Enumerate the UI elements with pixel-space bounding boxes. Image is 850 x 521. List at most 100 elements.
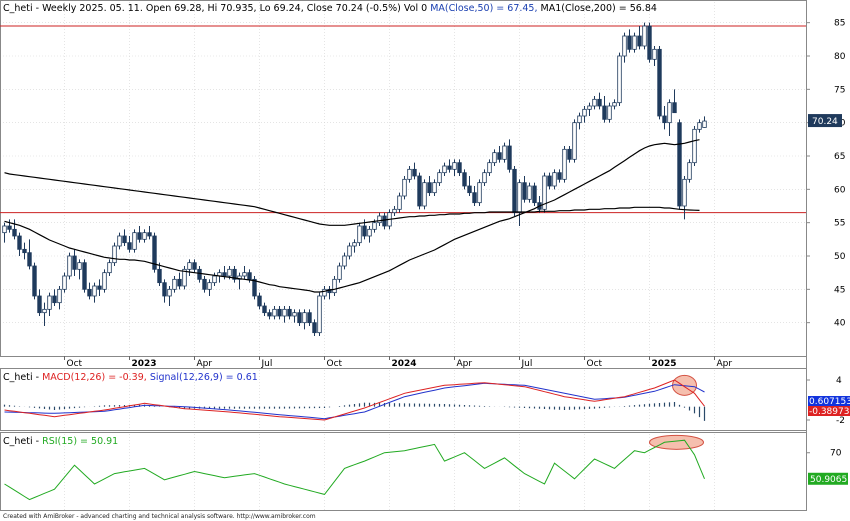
candle-body — [7, 225, 12, 230]
candle-body — [12, 228, 17, 237]
candle-body — [252, 278, 257, 297]
candle-body — [687, 162, 692, 180]
candle-body — [42, 308, 47, 314]
candle-body — [197, 268, 202, 280]
candle-body — [572, 122, 577, 160]
date-tick-label: 2025 — [652, 359, 677, 369]
candle-body — [137, 232, 142, 240]
candle-body — [607, 105, 612, 120]
candle-body — [177, 278, 182, 287]
candle-body — [337, 265, 342, 280]
grid — [0, 2, 806, 510]
candle-body — [497, 152, 502, 160]
macd-tick-label: 4 — [836, 376, 842, 386]
signal-value-label: 0.607153 — [809, 397, 850, 407]
candle-body — [207, 282, 212, 290]
candle-body — [62, 275, 67, 290]
candle-body — [392, 208, 397, 214]
rsi-pane: 70 50.9065 — [4, 434, 848, 501]
price-tick-label: 60 — [834, 185, 846, 195]
candle-body — [222, 272, 227, 277]
candle-body — [167, 288, 172, 297]
rsi-legend-rsi: RSI(15) = 50.91 — [42, 436, 118, 447]
last-price-label: 70.24 — [812, 117, 838, 127]
candle-body — [597, 98, 602, 107]
candle-body — [287, 308, 292, 317]
candles — [2, 22, 707, 336]
candle-body — [332, 278, 337, 294]
candle-body — [172, 278, 177, 290]
candle-body — [517, 182, 522, 214]
macd-tick-label: -2 — [836, 416, 845, 426]
candle-body — [237, 275, 242, 280]
candle-body — [542, 175, 547, 210]
candle-body — [682, 178, 687, 207]
macd-value-label-bg — [808, 406, 850, 416]
candle-body — [107, 262, 112, 274]
candle-body — [422, 182, 427, 207]
candle-body — [657, 48, 662, 117]
ma200-line — [4, 172, 700, 226]
candle-body — [677, 122, 682, 207]
date-tick-label: 2023 — [132, 359, 157, 369]
rsi-line — [4, 439, 705, 501]
candle-body — [592, 98, 597, 107]
candle-body — [352, 242, 357, 247]
candle-body — [492, 152, 497, 164]
candle-body — [412, 168, 417, 177]
candle-body — [367, 228, 372, 237]
candle-body — [662, 115, 667, 124]
ma50-legend: MA(Close,50) = 67.45, — [430, 3, 537, 14]
candle-body — [502, 145, 507, 160]
candle-body — [117, 235, 122, 247]
candle-body — [267, 312, 272, 317]
candle-body — [697, 122, 702, 130]
rsi-legend-head: C_heti - — [3, 436, 42, 447]
date-tick-label: Jul — [261, 359, 273, 369]
candle-body — [342, 255, 347, 267]
ma50-line — [4, 139, 700, 293]
candle-body — [617, 55, 622, 104]
macd-legend-head: C_heti - — [3, 372, 42, 383]
candle-body — [302, 312, 307, 324]
candle-body — [152, 235, 157, 270]
candle-body — [477, 182, 482, 204]
candle-body — [402, 178, 407, 197]
rsi-highlight-ellipse — [649, 434, 704, 450]
price-tick-label: 80 — [834, 52, 846, 62]
candle-body — [672, 102, 677, 114]
price-tick-label: 40 — [834, 319, 846, 329]
candle-body — [142, 232, 147, 240]
candle-body — [297, 312, 302, 324]
date-tick-label: Apr — [197, 359, 213, 369]
candle-body — [467, 185, 472, 194]
date-axis: Oct 2023 Apr Jul Oct 2024 Apr Jul Oct 2025 Apr — [64, 356, 732, 369]
candle-body — [667, 102, 672, 124]
candle-body — [472, 192, 477, 204]
candle-body — [382, 215, 387, 227]
candle-body — [202, 278, 207, 290]
footer-credit: Created with AmiBroker - advanced charti… — [3, 513, 316, 520]
pane-frames — [0, 0, 807, 511]
candle-body — [527, 185, 532, 200]
candle-body — [652, 48, 657, 60]
date-tick-label: Oct — [587, 359, 603, 369]
date-tick-label: Apr — [457, 359, 473, 369]
date-tick-label: Oct — [327, 359, 343, 369]
candle-body — [127, 242, 132, 250]
candle-body — [82, 262, 87, 290]
candle-body — [582, 108, 587, 117]
candle-body — [162, 282, 167, 297]
candle-body — [552, 172, 557, 187]
candle-body — [577, 115, 582, 124]
ma200-legend: MA1(Close,200) = 56.84 — [541, 3, 657, 14]
candle-body — [632, 35, 637, 50]
macd-legend: C_heti - MACD(12,26) = -0.39, Signal(12,… — [3, 372, 258, 383]
price-pane-frame — [0, 0, 807, 357]
candle-body — [377, 215, 382, 224]
candle-body — [122, 235, 127, 244]
candle-body — [92, 285, 97, 297]
signal-value-label-bg — [808, 396, 850, 406]
candle-body — [37, 295, 42, 314]
